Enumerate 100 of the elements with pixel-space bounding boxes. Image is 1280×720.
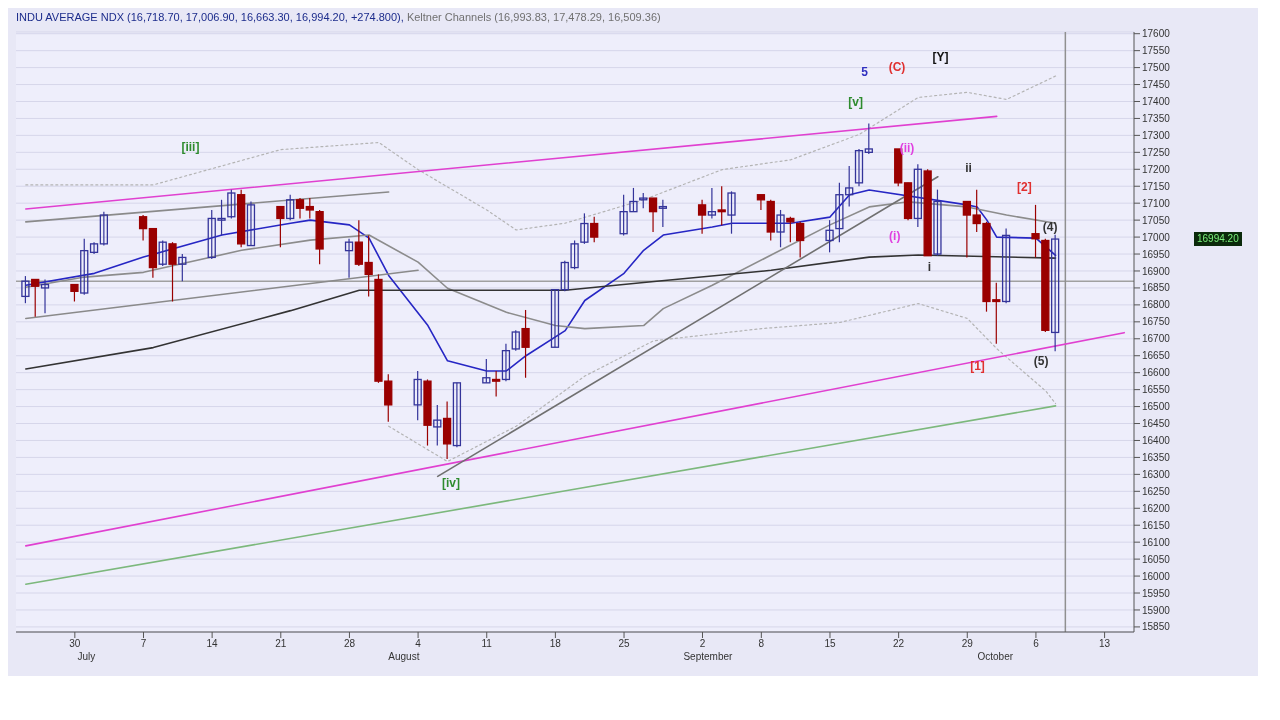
candlestick xyxy=(413,370,422,421)
candlestick xyxy=(854,148,864,187)
line-series xyxy=(388,302,1057,463)
candlestick xyxy=(933,189,942,257)
y-tick-label: 16750 xyxy=(1142,316,1171,328)
annotation: (C) xyxy=(888,60,906,75)
candlestick xyxy=(452,382,462,448)
annotation: [iii] xyxy=(181,139,200,154)
candlestick xyxy=(727,190,736,235)
candlestick xyxy=(1001,228,1011,304)
candlestick xyxy=(717,185,726,226)
candlestick xyxy=(286,194,295,221)
candlestick xyxy=(433,404,442,447)
annotation: [iv] xyxy=(441,476,460,491)
x-tick-label: 30 xyxy=(69,638,81,650)
x-tick-label: 6 xyxy=(1033,638,1040,650)
y-tick-label: 17300 xyxy=(1142,129,1171,141)
candlestick xyxy=(786,216,795,243)
y-tick-label: 16500 xyxy=(1142,401,1171,413)
annotation: [Y] xyxy=(932,50,949,65)
y-tick-label: 16650 xyxy=(1142,350,1171,362)
candlestick xyxy=(776,209,785,248)
chart-title: INDU AVERAGE NDX (16,718.70, 17,006.90, 16,663.30, 16,994.20, +274.800), xyxy=(16,11,404,23)
candlestick xyxy=(590,216,599,243)
candlestick xyxy=(31,278,40,318)
candlestick xyxy=(491,370,501,398)
x-tick-label: 29 xyxy=(961,638,974,650)
y-tick-label: 16200 xyxy=(1142,502,1171,514)
candlestick xyxy=(168,241,177,303)
candlestick xyxy=(138,214,148,242)
candlestick xyxy=(80,238,89,296)
candlestick xyxy=(40,278,50,314)
x-tick-label: 22 xyxy=(893,638,905,650)
y-tick-label: 15950 xyxy=(1142,587,1171,599)
y-tick-label: 15850 xyxy=(1142,621,1171,633)
y-tick-label: 16900 xyxy=(1142,265,1171,277)
x-tick-label: 4 xyxy=(415,638,422,650)
candlestick xyxy=(482,358,491,384)
candlestick xyxy=(158,239,167,267)
y-tick-label: 16300 xyxy=(1142,468,1171,480)
x-tick-label: 25 xyxy=(618,638,631,650)
candlestick xyxy=(227,189,236,220)
y-tick-label: 17050 xyxy=(1142,214,1171,226)
x-tick-label: 14 xyxy=(206,638,219,650)
candlestick xyxy=(305,197,314,220)
annotation: ii xyxy=(965,160,972,175)
candlestick xyxy=(511,329,520,352)
chart-subtitle: Keltner Channels (16,993.83, 17,478.29, 16,509.36) xyxy=(406,11,661,23)
candlestick xyxy=(276,205,285,248)
candlestick xyxy=(707,187,717,220)
candlestick xyxy=(246,200,256,247)
text: August xyxy=(388,651,420,662)
y-tick-label: 16150 xyxy=(1142,519,1171,531)
text: 16994.20 xyxy=(1194,232,1242,247)
y-tick-label: 17550 xyxy=(1142,45,1171,57)
annotation: (ii) xyxy=(899,141,915,156)
y-tick-label: 17100 xyxy=(1142,197,1171,209)
y-tick-label: 17500 xyxy=(1142,62,1171,74)
y-tick-label: 17250 xyxy=(1142,146,1171,158)
annotation: (i) xyxy=(889,229,901,243)
x-tick-label: 8 xyxy=(758,638,765,650)
candlestick xyxy=(580,212,589,245)
candlestick xyxy=(295,197,305,220)
candlestick xyxy=(21,275,30,304)
candlestick xyxy=(344,238,354,279)
y-tick-label: 17000 xyxy=(1142,231,1171,243)
candlestick xyxy=(521,309,530,379)
candlestick xyxy=(99,211,109,247)
y-tick-label: 17200 xyxy=(1142,163,1171,175)
annotation: (5) xyxy=(1033,353,1049,368)
y-tick-label: 17150 xyxy=(1142,180,1171,192)
x-tick-label: 13 xyxy=(1099,638,1111,650)
x-tick-label: 2 xyxy=(699,638,706,650)
candlestick xyxy=(178,253,187,282)
y-tick-label: 16050 xyxy=(1142,553,1171,565)
y-tick-label: 16950 xyxy=(1142,248,1171,260)
y-tick-label: 17600 xyxy=(1142,28,1171,40)
x-tick-label: 28 xyxy=(343,638,356,650)
y-tick-label: 15900 xyxy=(1142,604,1171,616)
y-tick-label: 16400 xyxy=(1142,435,1171,447)
annotation: [2] xyxy=(1017,179,1032,194)
annotation: [1] xyxy=(970,358,985,373)
y-tick-label: 17450 xyxy=(1142,79,1171,91)
candlestick xyxy=(648,197,658,233)
x-tick-label: 21 xyxy=(275,638,287,650)
y-tick-label: 16700 xyxy=(1142,333,1171,345)
x-tick-label: 18 xyxy=(549,638,562,650)
y-tick-label: 17400 xyxy=(1142,96,1171,108)
annotation: 5 xyxy=(861,65,868,80)
annotation: [v] xyxy=(848,94,863,109)
y-tick-label: 16800 xyxy=(1142,299,1171,311)
y-tick-label: 16450 xyxy=(1142,418,1171,430)
candlestick xyxy=(864,122,873,155)
x-tick-label: 7 xyxy=(140,638,147,650)
y-tick-label: 16600 xyxy=(1142,367,1171,379)
text: October xyxy=(977,651,1014,662)
candlestick xyxy=(1050,234,1060,352)
x-tick-label: 15 xyxy=(824,638,836,650)
text: September xyxy=(683,651,733,662)
candlestick xyxy=(1031,204,1040,259)
